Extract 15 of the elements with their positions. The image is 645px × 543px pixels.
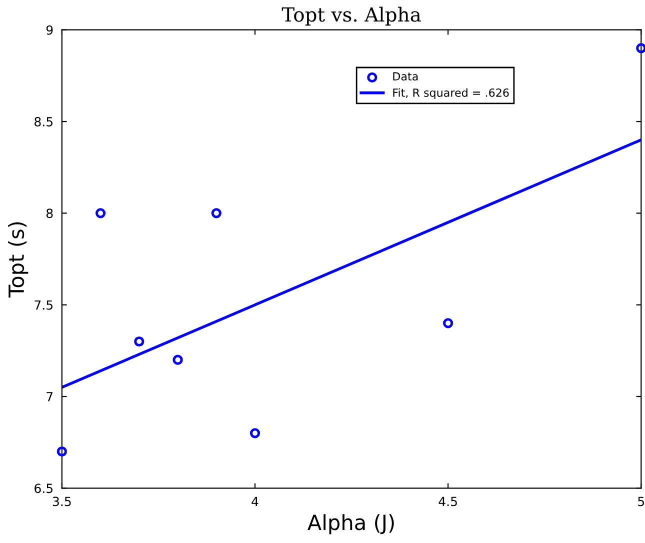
y-tick-label: 8.5 [34, 116, 52, 126]
x-tick-label: 5 [638, 496, 644, 506]
legend-label: Data [393, 72, 418, 81]
chart-title: Topt vs. Alpha [282, 6, 421, 26]
x-axis-title: Alpha (J) [308, 514, 394, 534]
x-tick-label: 3.5 [52, 496, 71, 506]
legend-label: Fit, R squared = .626 [393, 88, 509, 100]
y-tick-label: 7 [46, 392, 53, 402]
y-axis-title: Topt (s) [8, 222, 28, 298]
y-tick-label: 7.5 [34, 300, 52, 310]
x-tick-label: 4 [252, 496, 258, 506]
x-tick-label: 4.5 [438, 496, 457, 506]
y-tick-label: 6.5 [34, 484, 52, 494]
y-tick-label: 9 [46, 25, 53, 35]
y-tick-label: 8 [46, 208, 53, 218]
